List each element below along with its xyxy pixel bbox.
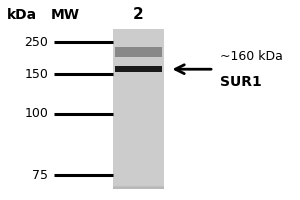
Bar — [113, 41, 164, 185]
Bar — [113, 149, 164, 187]
Bar — [113, 65, 164, 186]
Bar — [113, 90, 164, 186]
Bar — [113, 116, 164, 186]
Text: 250: 250 — [24, 36, 48, 49]
Bar — [113, 185, 164, 187]
Bar — [113, 187, 164, 189]
Bar — [113, 143, 164, 187]
Bar — [113, 114, 164, 186]
Bar — [113, 171, 164, 187]
Bar — [113, 138, 164, 187]
Bar — [113, 81, 164, 186]
Bar — [113, 169, 164, 187]
Bar — [113, 63, 164, 186]
Bar — [113, 92, 164, 186]
Bar — [113, 31, 164, 185]
Text: ~160 kDa: ~160 kDa — [220, 50, 283, 63]
Bar — [113, 122, 164, 186]
Bar — [113, 84, 164, 186]
Bar — [113, 177, 164, 187]
Bar — [113, 110, 164, 186]
Bar — [113, 71, 164, 186]
Bar — [113, 120, 164, 186]
Bar — [113, 157, 164, 187]
Bar — [115, 47, 162, 57]
Bar — [113, 53, 164, 186]
Text: 75: 75 — [32, 169, 48, 182]
Bar — [113, 86, 164, 186]
Bar — [113, 94, 164, 186]
Bar — [113, 108, 164, 186]
Bar — [113, 33, 164, 185]
Bar — [113, 161, 164, 187]
Bar — [113, 183, 164, 187]
Bar — [113, 37, 164, 185]
Bar — [113, 118, 164, 186]
Bar — [113, 159, 164, 187]
Bar — [115, 66, 162, 72]
Bar — [113, 35, 164, 185]
Bar — [113, 132, 164, 187]
Bar — [113, 73, 164, 186]
Bar — [113, 124, 164, 187]
Bar — [113, 47, 164, 186]
Bar — [113, 104, 164, 186]
Bar — [113, 179, 164, 187]
Bar — [113, 126, 164, 187]
Bar — [113, 79, 164, 186]
Bar — [113, 29, 164, 185]
Bar — [113, 145, 164, 187]
Bar — [113, 102, 164, 186]
Bar — [113, 147, 164, 187]
Bar — [113, 98, 164, 186]
Bar — [113, 49, 164, 186]
Bar — [113, 55, 164, 186]
Bar — [113, 151, 164, 187]
Bar — [113, 100, 164, 186]
Bar — [113, 51, 164, 186]
Bar — [113, 128, 164, 187]
Bar — [113, 69, 164, 186]
Bar — [113, 130, 164, 187]
Bar — [113, 88, 164, 186]
Bar — [113, 163, 164, 187]
Bar — [113, 106, 164, 186]
Bar — [113, 134, 164, 187]
Bar — [113, 77, 164, 186]
Bar — [113, 167, 164, 187]
Text: 100: 100 — [24, 107, 48, 120]
Text: MW: MW — [51, 8, 80, 22]
Bar — [113, 39, 164, 185]
Bar — [113, 57, 164, 186]
Bar — [113, 67, 164, 186]
Text: 2: 2 — [133, 7, 144, 22]
Bar — [113, 43, 164, 186]
Bar — [113, 61, 164, 186]
Bar — [113, 153, 164, 187]
Bar — [113, 181, 164, 187]
Bar — [113, 75, 164, 186]
Text: 150: 150 — [24, 68, 48, 81]
Bar — [113, 141, 164, 187]
Bar — [113, 136, 164, 187]
Bar — [113, 112, 164, 186]
Bar — [113, 165, 164, 187]
Bar — [113, 96, 164, 186]
Bar — [113, 155, 164, 187]
Bar — [113, 173, 164, 187]
Bar — [113, 45, 164, 186]
Bar — [113, 175, 164, 187]
Text: kDa: kDa — [7, 8, 37, 22]
Text: SUR1: SUR1 — [220, 75, 262, 89]
Bar — [113, 59, 164, 186]
